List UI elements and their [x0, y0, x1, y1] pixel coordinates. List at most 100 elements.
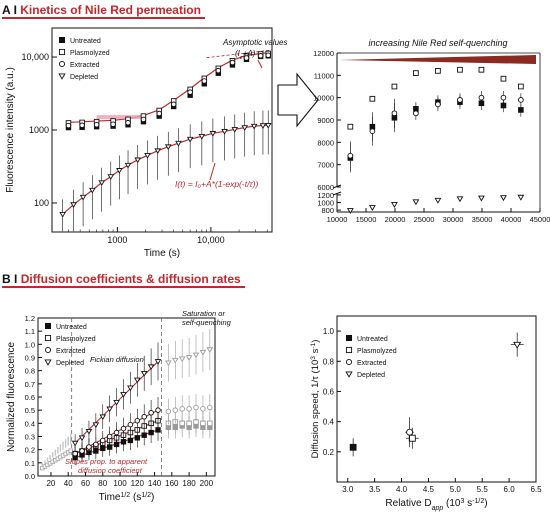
a-right-point-depleted-6 — [477, 195, 485, 202]
a-left-point-depleted-13 — [186, 136, 194, 143]
panel-b-title-text: Diffusion coefficients & diffusion rates — [20, 272, 241, 286]
a-right-xtick-label-6: 40000 — [501, 215, 522, 224]
a-left-point-extracted-12 — [243, 55, 250, 61]
b-left-point-depleted-12 — [154, 359, 162, 365]
b-left-point-extracted-2 — [86, 444, 92, 450]
a-left-annot-asymptotic-formula: (Ic+A) — [235, 49, 256, 61]
b-left-legend-marker-3 — [44, 359, 52, 366]
b-left-point-extracted-9 — [134, 417, 141, 424]
b-left-legend-label-1: Plasmolyzed — [56, 336, 96, 343]
b-left-annot-saturation2: self-quenching — [182, 318, 232, 327]
a-left-point-depleted-20 — [259, 123, 267, 129]
a-left-point-extracted-8 — [187, 89, 193, 95]
b-left-xtick-label-1: 40 — [64, 479, 73, 488]
b-right-xtick-label-3: 4.5 — [423, 485, 435, 494]
b-left-point-depleted-13 — [165, 360, 172, 367]
b-left-point-extracted-17 — [193, 404, 199, 411]
a-left-point-extracted-1 — [79, 122, 85, 129]
a-left-point-extracted-14 — [265, 52, 271, 58]
b-left-point-depleted-18 — [199, 349, 207, 356]
b-left-ytick-label-7: 0.7 — [25, 380, 35, 389]
a-right-ytick-top-label-4: 10000 — [313, 94, 334, 103]
a-right-point-extracted-1 — [369, 128, 376, 135]
a-left-legend-label-0: Untreated — [70, 38, 101, 45]
b-left-point-depleted-16 — [185, 355, 193, 361]
a-left-ytick-label-1: 1000 — [29, 125, 49, 135]
b-left-legend-label-3: Depleted — [56, 360, 84, 367]
a-right-point-untreated-8 — [518, 107, 524, 113]
b-left-ytick-label-12: 1.2 — [25, 314, 35, 323]
b-left-xtick-label-8: 180 — [182, 479, 196, 488]
a-left-ytick-label-2: 10,000 — [21, 52, 49, 62]
a-left-point-extracted-13 — [257, 53, 264, 59]
panel-a-title: A I Kinetics of Nile Red permeation — [2, 3, 205, 19]
b-right-xtick-label-7: 6.5 — [530, 485, 542, 494]
panel-a-letter: A — [2, 3, 11, 17]
b-left-xtick-label-4: 100 — [113, 479, 127, 488]
b-left-point-depleted-14 — [171, 357, 179, 364]
a-left-point-depleted-0 — [59, 211, 66, 218]
b-left-xtick-label-5: 120 — [131, 479, 145, 488]
b-right-xlabel: Relative Dapp (103 s-1/2) — [385, 498, 487, 512]
a-left-point-depleted-2 — [79, 194, 87, 201]
a-left-point-depleted-11 — [164, 144, 172, 151]
a-left-legend-label-1: Plasmolyzed — [70, 50, 110, 57]
b-left-point-depleted-5 — [106, 406, 113, 413]
b-left-point-extracted-3 — [93, 441, 99, 448]
b-right-xtick-label-5: 5.5 — [477, 485, 489, 494]
b-right-xtick-label-2: 4.0 — [396, 485, 408, 494]
a-right-point-plasmolyzed-3 — [413, 70, 419, 76]
b-left-xtick-label-3: 80 — [98, 479, 107, 488]
b-left-ytick-label-10: 1.0 — [25, 340, 35, 349]
a-right-ytick-bot-label-0: 800 — [321, 206, 334, 215]
a-left-asymptote-line — [206, 49, 273, 59]
a-right-xtick-label-3: 25000 — [414, 215, 435, 224]
a-left-point-depleted-8 — [134, 157, 142, 164]
a-left-point-depleted-10 — [154, 148, 162, 155]
b-left-xtick-label-7: 160 — [165, 479, 179, 488]
b-left-point-depleted-8 — [127, 385, 134, 392]
b-left-point-extracted-13 — [165, 408, 172, 415]
b-left-point-plasmolyzed-19 — [207, 420, 213, 427]
b-left-point-extracted-8 — [127, 421, 134, 428]
a-right-point-depleted-5 — [456, 196, 464, 203]
a-left-point-extracted-7 — [170, 101, 177, 108]
b-left-point-depleted-10 — [140, 371, 148, 377]
a-right-ytick-top-label-6: 12000 — [313, 49, 334, 58]
b-left-legend-marker-0 — [45, 322, 52, 329]
a-right-xtick-label-5: 35000 — [472, 215, 493, 224]
a-left-point-depleted-12 — [175, 140, 182, 147]
a-left-point-extracted-2 — [93, 122, 100, 128]
a-left-point-depleted-6 — [116, 168, 123, 174]
b-right-ytick-label-3: 0.8 — [323, 357, 335, 366]
b-left-point-depleted-9 — [133, 377, 141, 384]
a-left-point-extracted-6 — [156, 110, 162, 117]
a-right-point-extracted-5 — [457, 97, 463, 103]
b-left-legend-label-0: Untreated — [56, 324, 87, 331]
b-left-point-depleted-11 — [147, 364, 155, 371]
b-left-point-extracted-11 — [148, 410, 154, 416]
b-left-point-depleted-19 — [206, 347, 214, 354]
b-left-xtick-label-2: 60 — [81, 479, 90, 488]
panel-b-letter: B — [2, 272, 11, 286]
a-left-point-depleted-16 — [221, 129, 228, 135]
b-left-point-depleted-7 — [120, 392, 127, 398]
a-right-xtick-label-1: 15000 — [356, 215, 377, 224]
a-left-annot-arrow-top — [257, 59, 263, 69]
b-left-ytick-label-8: 0.8 — [25, 367, 35, 376]
b-right-xtick-label-1: 3.5 — [369, 485, 381, 494]
a-left-legend-marker-2 — [58, 60, 66, 68]
b-left-ytick-label-1: 0.1 — [25, 459, 35, 468]
a-right-point-depleted-0 — [346, 208, 354, 215]
a-left-legend-label-3: Depleted — [70, 74, 98, 81]
a-right-point-plasmolyzed-7 — [500, 75, 507, 82]
panel-b-underline — [2, 286, 245, 288]
b-left-series — [40, 329, 214, 471]
b-left-point-depleted-0 — [71, 440, 79, 447]
a-right-xtick-label-0: 10000 — [327, 215, 348, 224]
a-right-point-extracted-6 — [478, 94, 485, 101]
a-right-title: increasing Nile Red self-quenching — [368, 38, 507, 48]
a-left-point-depleted-14 — [198, 133, 206, 140]
b-left-point-extracted-19 — [207, 404, 213, 411]
a-left-point-depleted-19 — [250, 123, 258, 130]
